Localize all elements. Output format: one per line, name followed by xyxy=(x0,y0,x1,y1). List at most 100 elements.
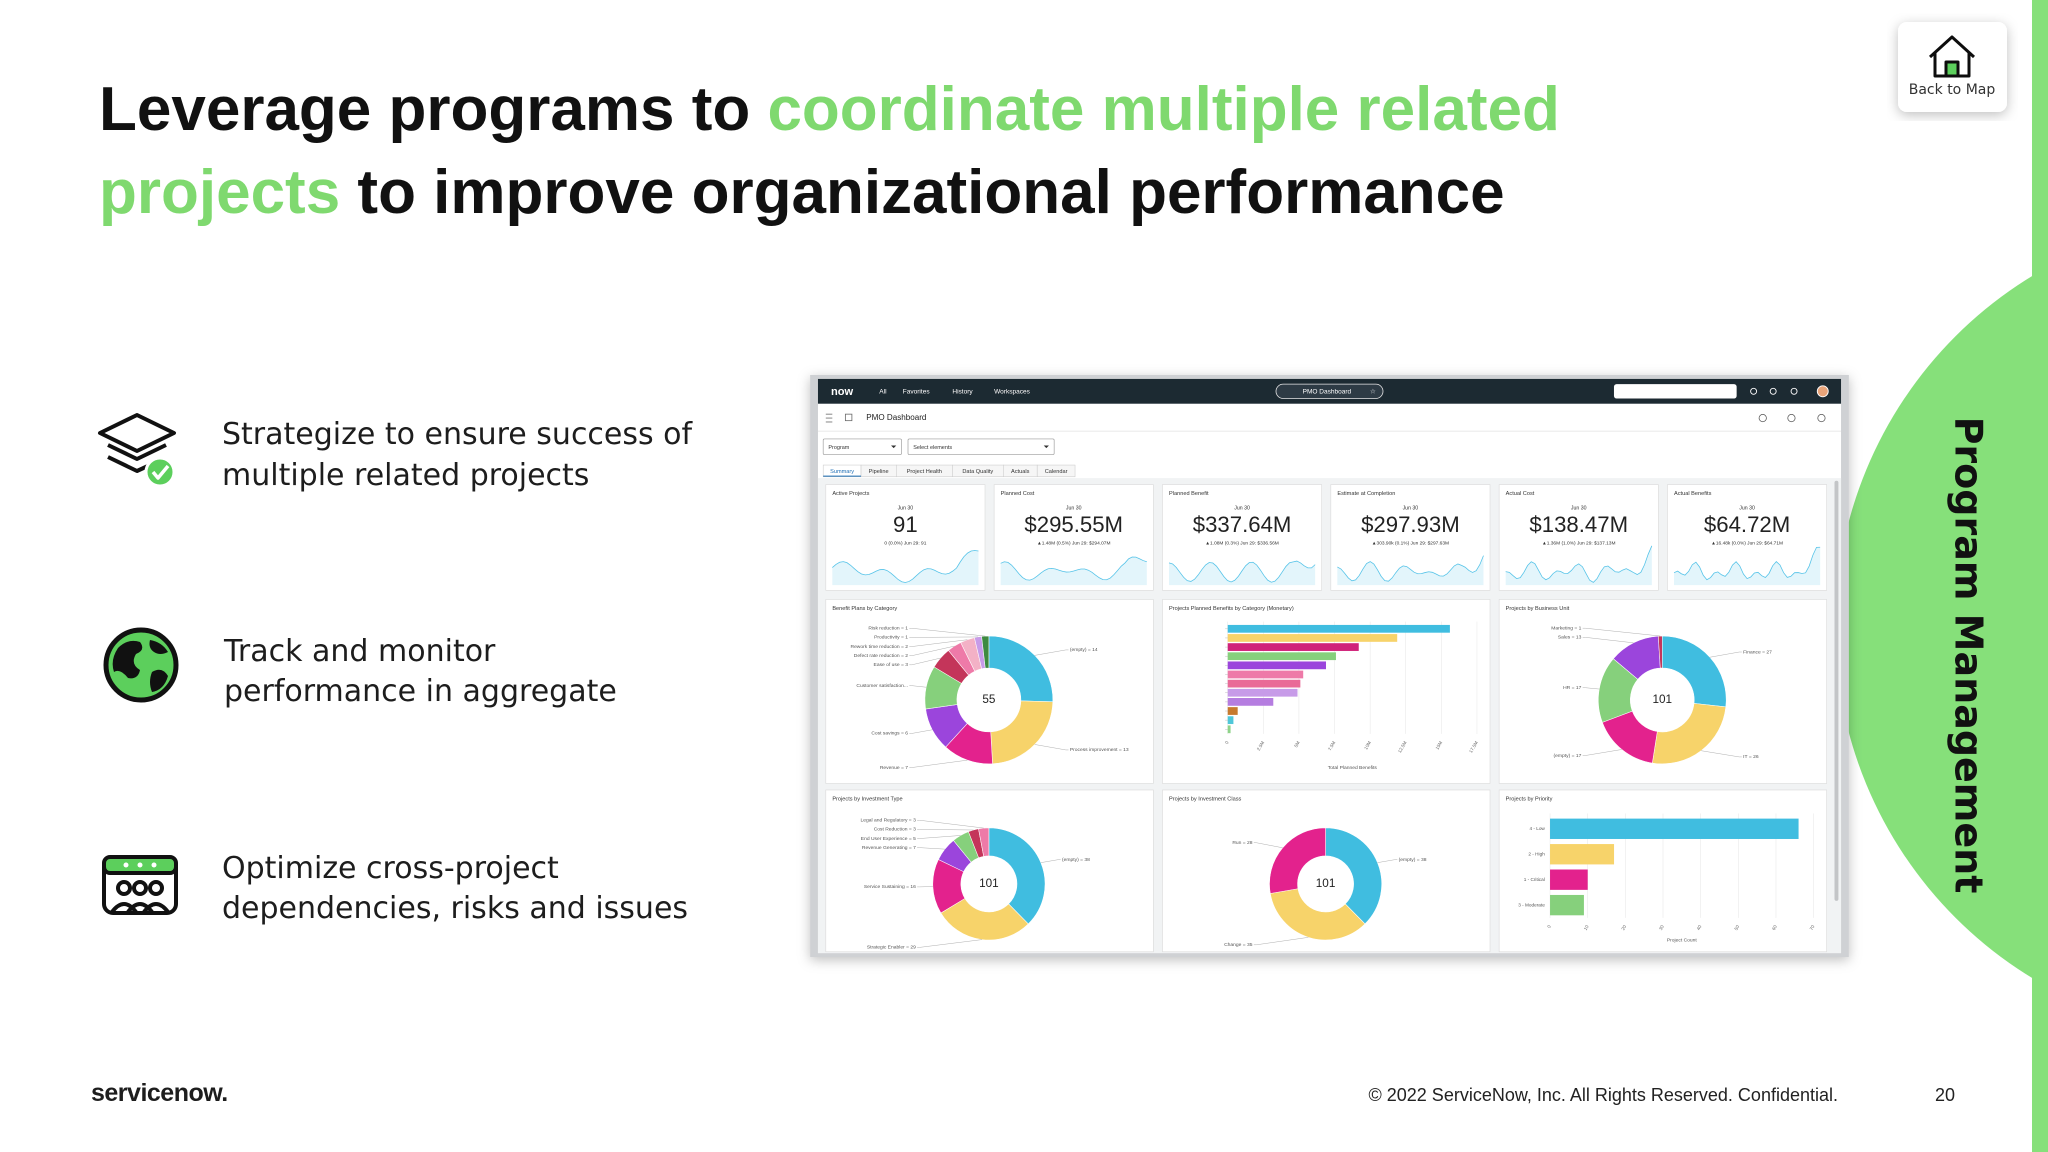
nav-item[interactable]: All xyxy=(879,389,887,396)
search-box xyxy=(1613,384,1737,399)
side-strip xyxy=(2032,0,2048,1152)
slice-label: Ease of use = 3 xyxy=(874,662,909,668)
tab-label: Data Quality xyxy=(962,469,993,475)
back-to-map-label: Back to Map xyxy=(1909,82,1996,98)
y-tick-label: 2 - High xyxy=(1528,851,1545,856)
bar xyxy=(1550,818,1799,839)
donut-slice xyxy=(1661,635,1727,708)
feature-text: Optimize cross-project xyxy=(222,851,559,886)
label-leader xyxy=(917,939,982,948)
bar xyxy=(1227,670,1304,679)
chart-title: Projects Planned Benefits by Category (M… xyxy=(1169,606,1294,612)
filter-select[interactable] xyxy=(822,438,902,455)
grid-icon xyxy=(844,413,853,422)
bar xyxy=(1227,688,1298,697)
kpi-change: ▲303.90k (0.1%) Jun 29: $297.63M xyxy=(1372,541,1449,547)
label-leader xyxy=(1582,749,1622,756)
x-tick-label: 40 xyxy=(1696,924,1703,931)
kpi-date: Jun 30 xyxy=(1066,505,1082,511)
label-leader xyxy=(909,645,955,656)
title-text: to improve organizational performance xyxy=(340,158,1504,227)
header-icon xyxy=(1787,414,1796,423)
slice-label: (empty) = 17 xyxy=(1553,753,1581,759)
slice-label: Risk reduction = 1 xyxy=(868,626,908,632)
tab-label: Actuals xyxy=(1011,469,1030,475)
slice-label: Strategic Enabler = 29 xyxy=(867,945,916,951)
filter-caret xyxy=(1043,445,1049,449)
scrollbar xyxy=(1834,480,1839,901)
nav-item[interactable]: Workspaces xyxy=(994,389,1030,396)
x-tick-label: 17.5M xyxy=(1468,740,1479,754)
label-leader xyxy=(909,759,968,768)
copyright: © 2022 ServiceNow, Inc. All Rights Reser… xyxy=(1369,1085,1839,1105)
nav-icon xyxy=(1750,387,1758,395)
x-tick-label: 50 xyxy=(1733,924,1740,931)
nav-item[interactable]: Favorites xyxy=(903,389,931,396)
back-to-map-button[interactable]: Back to Map xyxy=(1898,22,2007,112)
kpi-date: Jun 30 xyxy=(1403,505,1419,511)
kpi-value: $297.93M xyxy=(1361,512,1460,537)
slice-label: Cost Reduction = 3 xyxy=(874,827,916,833)
donut-slice xyxy=(940,898,1029,941)
kpi-change: ▲1.08M (0.3%) Jun 29: $336.56M xyxy=(1205,541,1279,547)
sparkline-area xyxy=(1337,555,1484,586)
sparkline-area xyxy=(1505,545,1652,586)
x-axis-title: Total Planned Benefits xyxy=(1328,765,1378,771)
bar xyxy=(1227,624,1450,633)
layers-icon xyxy=(98,413,176,488)
feature-text: performance in aggregate xyxy=(224,674,617,709)
slice-label: HR = 17 xyxy=(1563,685,1582,691)
kpi-date: Jun 30 xyxy=(1234,505,1250,511)
bar xyxy=(1227,652,1336,661)
label-leader xyxy=(1582,687,1600,690)
slice-label: (empty) = 38 xyxy=(1399,857,1427,863)
nav-item[interactable]: History xyxy=(952,389,973,396)
filter-label: Select elements xyxy=(913,445,952,451)
x-tick-label: 20 xyxy=(1620,924,1627,931)
sparkline xyxy=(1505,545,1653,583)
label-leader xyxy=(909,729,933,734)
chart-title: Projects by Business Unit xyxy=(1506,606,1570,612)
star-icon: ☆ xyxy=(1370,388,1376,396)
slice-label: Service Sustaining = 16 xyxy=(864,884,916,890)
kpi-value: $295.55M xyxy=(1024,512,1123,537)
slice-label: Revenue = 7 xyxy=(880,765,908,771)
label-leader xyxy=(1034,649,1069,656)
donut-total: 101 xyxy=(1316,877,1336,890)
label-leader xyxy=(1582,627,1661,637)
sparkline xyxy=(1000,556,1147,581)
label-leader xyxy=(1034,744,1069,751)
slice-label: Customer satisfaction... xyxy=(856,683,908,689)
chart-title: Projects by Priority xyxy=(1506,797,1553,803)
header-icon xyxy=(1758,414,1767,423)
side-decoration: Program Management xyxy=(1835,0,2048,1152)
avatar xyxy=(1816,385,1829,398)
kpi-value: 91 xyxy=(893,512,918,537)
x-tick-label: 12.5M xyxy=(1397,740,1408,754)
slice-label: End User Experience = 5 xyxy=(861,836,916,842)
header-icon xyxy=(1817,414,1826,423)
tab-label: Pipeline xyxy=(869,469,889,475)
slide-title-line: projects to improve organizational perfo… xyxy=(99,158,1505,227)
x-tick-label: 5M xyxy=(1293,740,1301,748)
nav-icon xyxy=(1769,387,1777,395)
label-leader xyxy=(1582,637,1634,644)
bar xyxy=(1227,698,1274,706)
title-highlight: projects xyxy=(99,158,340,227)
page-number: 20 xyxy=(1935,1085,1955,1105)
page-title: PMO Dashboard xyxy=(866,413,926,422)
chart-title: Projects by Investment Class xyxy=(1169,797,1242,803)
slice-label: Marketing = 1 xyxy=(1551,626,1581,632)
tab[interactable] xyxy=(1036,464,1076,478)
tab-label: Summary xyxy=(830,469,854,475)
kpi-title: Actual Benefits xyxy=(1674,491,1712,497)
kpi-change: ▲16.48k (0.0%) Jun 29: $64.71M xyxy=(1711,541,1783,547)
filter-select[interactable] xyxy=(907,438,1055,455)
bar xyxy=(1227,679,1301,688)
donut-slice xyxy=(981,635,990,669)
home-roof xyxy=(1928,35,1976,59)
feature-text: Track and monitor xyxy=(223,634,496,669)
kpi-value: $64.72M xyxy=(1704,512,1790,537)
x-tick-label: 10M xyxy=(1363,740,1372,750)
